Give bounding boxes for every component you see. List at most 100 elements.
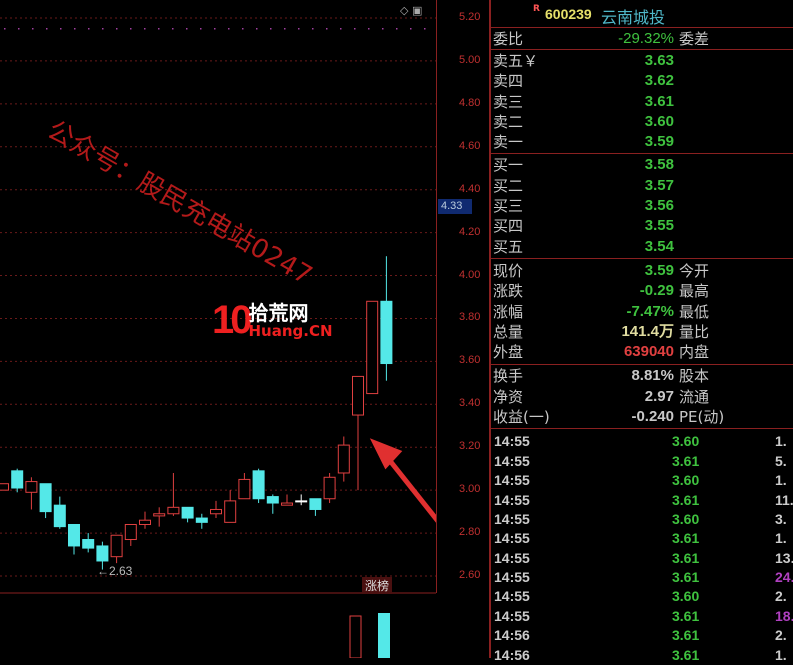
list-item: 总量 141.4万 量比	[493, 322, 710, 341]
candle-body	[53, 504, 66, 528]
candle-body	[96, 545, 109, 562]
list-item: 卖三 3.61	[493, 92, 674, 111]
y-tick-label: 5.20	[459, 11, 481, 23]
list-item: 收益(一) -0.240 PE(动)	[493, 408, 725, 427]
y-tick-label: 4.60	[459, 139, 481, 152]
marker-dot	[424, 28, 426, 30]
list-item: 买一 3.58	[493, 156, 674, 175]
marker-dot	[270, 28, 272, 30]
list-item: 外盘 639040 内盘	[493, 343, 710, 362]
y-tick-label: 3.60	[459, 354, 481, 367]
quote-list: 现价 3.59 今开 涨跌 -0.29 最高 涨幅 -7.47% 最低 总量 1…	[491, 259, 793, 366]
tick-row: 14:55 3.61 11.	[494, 491, 793, 508]
marker-dot	[326, 28, 328, 30]
current-price-marker: 4.33	[438, 199, 472, 214]
fundamental-list: 换手 8.81% 股本 净资 2.97 流通 收益(一) -0.240 PE(动…	[491, 365, 793, 430]
tick-row: 14:55 3.61 13.	[494, 549, 793, 566]
candle-body	[380, 300, 393, 365]
marker-dot	[242, 28, 244, 30]
y-tick-label: 3.40	[459, 397, 481, 410]
y-tick-label: 3.00	[459, 483, 481, 496]
low-price-label: ←2.63	[97, 564, 133, 578]
marker-dot	[60, 28, 62, 30]
marker-dot	[368, 28, 370, 30]
candle-body	[366, 300, 379, 395]
marker-dot	[312, 28, 314, 30]
bid-list: 买一 3.58 买二 3.57 买三 3.56 买四 3.55 买五 3.54	[491, 154, 793, 259]
tick-row: 14:56 3.61 1.	[494, 646, 787, 663]
marker-dot	[4, 28, 6, 30]
y-tick-label: 4.20	[459, 225, 481, 238]
candle-body	[110, 534, 123, 558]
list-item: 买四 3.55	[493, 217, 674, 236]
chart-toolbar-icons[interactable]: ◇ ▣	[400, 4, 423, 17]
list-item: 换手 8.81% 股本	[493, 367, 710, 386]
marker-dot	[144, 28, 146, 30]
candle-body	[352, 375, 364, 416]
candle-body	[39, 483, 52, 513]
tick-row: 14:55 3.61 24.	[494, 569, 793, 586]
stock-name[interactable]: 云南城投	[601, 8, 666, 27]
candle-body	[337, 444, 350, 474]
y-tick-label: 2.80	[459, 526, 481, 539]
list-item: 卖五￥ 3.63	[493, 52, 674, 70]
marker-dot	[256, 28, 258, 30]
marker-dot	[130, 28, 132, 30]
limit-up-badge[interactable]: 涨榜	[362, 577, 393, 594]
candle-body	[68, 523, 80, 547]
marker-dot	[214, 28, 216, 30]
candle-body	[195, 517, 208, 523]
marker-dot	[382, 28, 384, 30]
marker-dot	[284, 28, 286, 30]
list-item: 卖四 3.62	[493, 72, 674, 91]
marker-dot	[158, 28, 160, 30]
list-item: 涨跌 -0.29 最高	[493, 282, 710, 301]
quote-panel: R 600239 云南城投 委比 -29.32% 委差 卖五￥ 3.63 卖四 …	[489, 0, 793, 663]
tick-row: 14:55 3.60 3.	[494, 510, 787, 527]
marker-dot	[298, 28, 300, 30]
tick-row: 14:56 3.61 2.	[494, 627, 787, 644]
marker-dot	[74, 28, 76, 30]
order-ratio-row: 委比 -29.32% 委差	[491, 28, 793, 50]
candle-body	[167, 506, 180, 515]
marker-dot	[32, 28, 34, 30]
y-tick-label: 3.80	[459, 311, 481, 324]
candle-body	[224, 500, 237, 523]
marker-dot	[116, 28, 118, 30]
candle-body	[82, 539, 95, 549]
candle-body	[281, 502, 293, 506]
candle-body	[124, 523, 137, 541]
volume-bar	[378, 613, 390, 658]
marker-dot	[354, 28, 356, 30]
candle-body	[153, 513, 166, 517]
tick-row: 14:55 3.61 18.	[494, 607, 793, 624]
marker-dot	[396, 28, 398, 30]
tick-row: 14:55 3.61 1.	[494, 530, 787, 547]
tick-row: 14:55 3.60 1.	[494, 472, 787, 489]
candle-body	[11, 470, 24, 489]
candle-body	[238, 478, 251, 500]
candle-body	[210, 508, 222, 515]
marker-dot	[172, 28, 174, 30]
marker-dot	[18, 28, 20, 30]
ask-list: 卖五￥ 3.63 卖四 3.62 卖三 3.61 卖二 3.60 卖一 3.59	[491, 50, 793, 155]
candle-body	[181, 506, 194, 519]
list-item: 涨幅 -7.47% 最低	[493, 302, 710, 321]
tick-list[interactable]: 14:55 3.60 1. 14:55 3.61 5. 14:55 3.60 1…	[491, 429, 793, 665]
marker-dot	[186, 28, 188, 30]
volume-bar	[349, 615, 362, 658]
annotation-arrow	[369, 438, 436, 523]
tick-row: 14:55 3.61 5.	[494, 452, 787, 469]
y-tick-label: 5.00	[459, 53, 481, 66]
list-item: 买五 3.54	[493, 237, 674, 256]
list-item: 净资 2.97 流通	[493, 387, 710, 406]
flag: R	[533, 4, 540, 14]
list-item: 卖一 3.59	[493, 133, 674, 152]
list-item: 卖二 3.60	[493, 112, 674, 131]
stock-code[interactable]: 600239	[545, 6, 592, 22]
watermark-logo: 10 拾荒网 Huang.CN	[212, 298, 333, 342]
marker-dot	[228, 28, 230, 30]
y-tick-label: 4.00	[459, 268, 481, 281]
y-tick-label: 2.60	[459, 569, 481, 581]
candle-body	[323, 476, 336, 500]
